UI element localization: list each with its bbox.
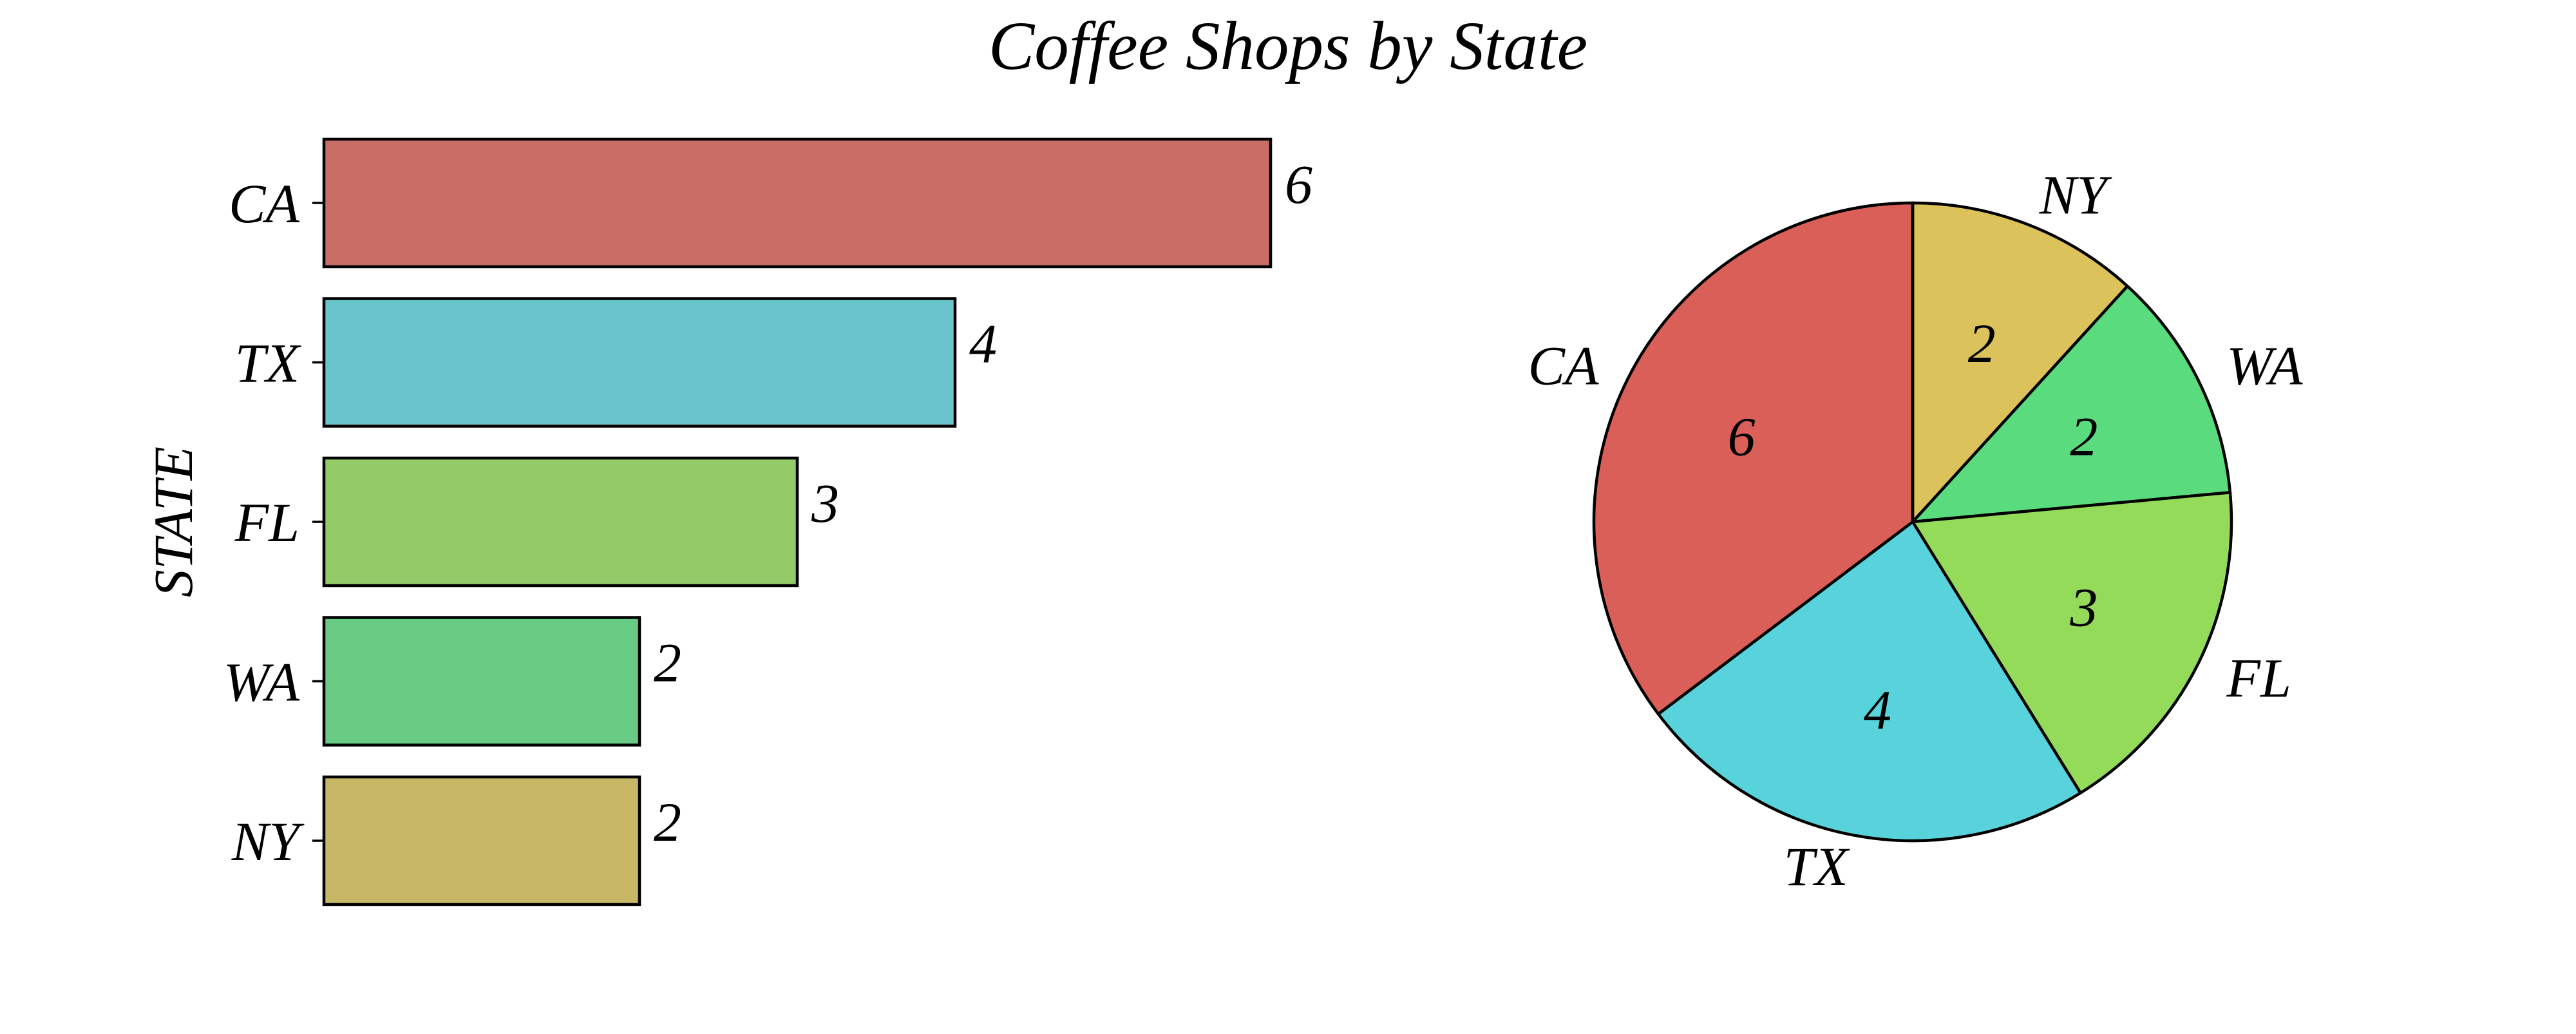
- pie-category-label-ny: NY: [2039, 164, 2112, 225]
- bar-data-label-ny: 2: [654, 791, 681, 853]
- bar-fl: [322, 456, 799, 588]
- bar-data-label-fl: 3: [811, 472, 839, 534]
- bar-ca: [322, 137, 1273, 269]
- pie-category-label-wa: WA: [2226, 334, 2303, 396]
- y-tick-label-fl: FL: [234, 492, 299, 553]
- pie-value-label-fl: 3: [2069, 576, 2098, 638]
- bar-data-label-tx: 4: [969, 313, 997, 375]
- bar-data-label-ca: 6: [1285, 153, 1312, 215]
- bar-tx: [322, 297, 957, 428]
- pie-category-label-tx: TX: [1784, 836, 1851, 897]
- pie-category-label-fl: FL: [2226, 647, 2291, 709]
- bar-ny: [322, 775, 641, 906]
- pie-value-label-tx: 4: [1864, 679, 1891, 741]
- pie-value-label-ca: 6: [1728, 406, 1756, 468]
- pie-category-label-ca: CA: [1528, 334, 1599, 396]
- y-tick-label-ny: NY: [231, 810, 305, 872]
- y-axis-label: STATE: [142, 446, 204, 597]
- pie-slice-tx: [1656, 520, 2082, 843]
- pie-value-label-ny: 2: [1968, 312, 1996, 374]
- y-tick-label-tx: TX: [235, 332, 302, 394]
- pie-slice-ca: [1592, 201, 1915, 716]
- chart-title: Coffee Shops by State: [988, 8, 1588, 84]
- pie-value-label-wa: 2: [2070, 406, 2098, 468]
- pie-slice-wa: [1911, 284, 2232, 524]
- pie-chart: 2 NY 2 WA 3 FL 4 TX 6 CA: [1528, 164, 2303, 897]
- y-tick-label-ca: CA: [229, 173, 299, 235]
- pie-slice-fl: [1911, 491, 2233, 795]
- bar-wa: [322, 616, 641, 747]
- bar-data-label-wa: 2: [654, 632, 681, 694]
- bar-chart: CA 6 TX 4 FL 3 WA 2 NY 2 STATE: [142, 137, 1312, 906]
- y-tick-label-wa: WA: [223, 651, 300, 713]
- pie-slice-ny: [1911, 201, 2129, 524]
